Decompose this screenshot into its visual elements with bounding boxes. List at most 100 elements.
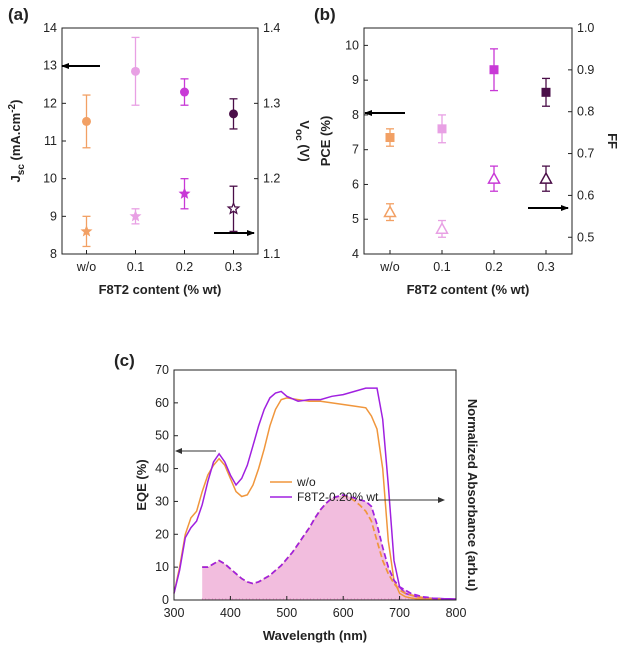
pce-point [541,87,551,97]
jsc-point [82,116,91,126]
left-tick-label: 9 [352,73,359,87]
jsc-label-sup: -2 [7,103,18,112]
right-tick-label: 0.8 [577,105,594,119]
left-tick-label: 14 [43,21,57,35]
left-tick-label: 9 [50,209,57,223]
left-tick-label: 11 [44,134,57,148]
y-tick-label: 0 [162,593,169,607]
data-marks-b [383,48,553,238]
y-tick-label: 60 [155,396,169,410]
x-tick-label: 0.2 [176,260,193,274]
x-axis-label-c: Wavelength (nm) [263,628,367,643]
y-tick-label: 50 [155,429,169,443]
left-tick-label: 10 [345,38,359,52]
axes-ticks-b: 4 5 6 7 8 9 10 0.5 0.6 0.7 0.8 0.9 1.0 w/o 0.1 0.2 0.3 [345,21,594,274]
y-tick-label: 30 [155,494,169,508]
plot-frame-b [363,27,573,255]
left-tick-label: 8 [50,247,57,261]
panel-label-c: (c) [114,351,135,370]
left-tick-label: 6 [352,177,359,191]
legend-label-wo: w/o [296,475,316,489]
jsc-point [180,87,189,97]
x-tick-label: 0.1 [127,260,144,274]
left-tick-label: 5 [352,212,359,226]
voc-point [129,210,142,222]
axes-ticks-c: 300 400 500 600 700 800 0 10 20 30 40 50 60 70 [155,363,466,620]
voc-point [80,225,93,237]
voc-point [226,201,241,215]
x-tick-label: 800 [446,606,467,620]
left-tick-label: 10 [43,172,57,186]
jsc-point [229,109,238,119]
x-tick-label: 0.3 [225,260,242,274]
panel-c: 300 400 500 600 700 800 0 10 20 30 40 50 60 70 w/o F8… [134,363,480,643]
x-axis-label-a: F8T2 content (% wt) [99,282,222,297]
legend-label-f8t2: F8T2-0.20% wt [297,490,379,504]
right-tick-label: 1.0 [577,21,594,35]
ff-point [435,221,449,235]
y-tick-label: 70 [155,363,169,377]
y-axis-label-b-right: FF [605,133,618,149]
y-axis-label-b-left: PCE (%) [318,116,333,167]
right-tick-label: 0.6 [577,188,594,202]
voc-label-main: V [297,120,312,129]
y-tick-label: 10 [155,560,169,574]
panel-b: 4 5 6 7 8 9 10 0.5 0.6 0.7 0.8 0.9 1.0 w/o 0.1 0.2 0.3 F… [318,21,618,297]
pce-point [489,65,499,75]
x-tick-label: 400 [220,606,241,620]
jsc-label-close: ) [8,100,23,104]
left-tick-label: 4 [352,247,359,261]
x-tick-label: 0.2 [485,260,502,274]
right-tick-label: 0.9 [577,63,594,77]
left-tick-label: 7 [352,143,359,157]
jsc-label-main: J [8,175,23,182]
x-tick-label: w/o [379,260,400,274]
voc-label-sub: oc [293,129,304,141]
jsc-point [131,66,140,76]
panel-label-b: (b) [314,5,336,24]
x-tick-label: 300 [164,606,185,620]
right-tick-label: 1.1 [263,247,280,261]
right-tick-label: 1.4 [263,21,280,35]
x-tick-label: 600 [333,606,354,620]
right-tick-label: 0.7 [577,147,594,161]
pce-point [385,133,395,143]
jsc-label-sub: sc [16,164,27,176]
left-tick-label: 12 [43,96,57,110]
x-tick-label: 700 [389,606,410,620]
left-tick-label: 13 [43,59,57,73]
x-tick-label: 0.3 [537,260,554,274]
jsc-label-unit: (mA.cm [8,113,23,164]
right-tick-label: 0.5 [577,230,594,244]
axes-ticks-a: 8 9 10 11 12 13 14 1.1 1.2 1.3 1.4 w/o 0.1 0.2 0.3 [43,21,280,274]
voc-label-unit: (V) [297,141,312,162]
series-line-3 [202,494,445,600]
plot-frame-a [61,27,259,255]
legend-c: w/o F8T2-0.20% wt [270,475,379,504]
panel-label-a: (a) [8,5,29,24]
right-tick-label: 1.3 [263,96,280,110]
y-axis-label-c: EQE (%) [134,459,149,510]
x-axis-label-b: F8T2 content (% wt) [407,282,530,297]
x-tick-label: w/o [76,260,97,274]
ff-point [383,205,397,218]
left-tick-label: 8 [352,108,359,122]
x-tick-label: 500 [276,606,297,620]
absorbance-area [202,494,445,600]
y-axis-label-c-right: Normalized Absorbance (arb.u) [465,399,480,591]
y-tick-label: 40 [155,462,169,476]
voc-point [178,187,191,199]
pce-point [437,124,447,134]
plot-frame-c [173,369,457,601]
x-tick-label: 0.1 [433,260,450,274]
data-lines-c [173,387,457,601]
y-tick-label: 20 [155,527,169,541]
right-tick-label: 1.2 [263,172,280,186]
ff-point [539,171,553,184]
y-axis-label-a-left: Jsc (mA.cm-2) [7,100,27,183]
panel-a: 8 9 10 11 12 13 14 1.1 1.2 1.3 1.4 w/o 0.1 0.2 0.3 F8T… [7,21,312,297]
data-marks-a [80,36,241,248]
absorbance-fill [201,494,445,600]
y-axis-label-a-right: Voc (V) [293,120,312,161]
